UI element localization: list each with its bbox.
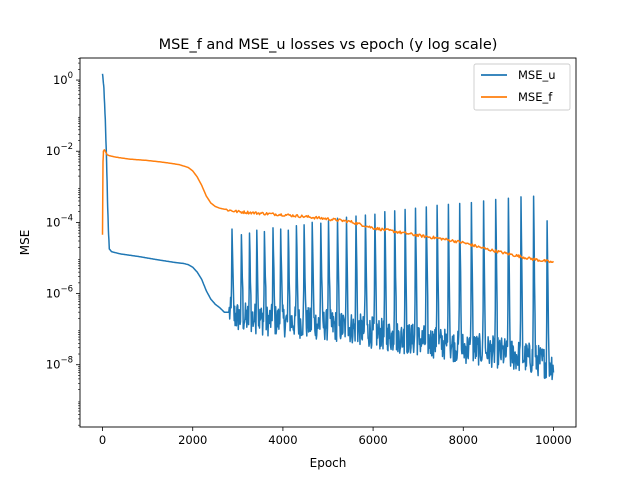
tick-layer: 0 2000 4000 6000 8000 10000 100 10−2 10−4 10−6 10−… bbox=[46, 58, 572, 447]
x-tick-label: 6000 bbox=[358, 433, 387, 447]
y-tick-label: 10−2 bbox=[46, 142, 73, 158]
y-axis-label: MSE bbox=[18, 230, 32, 256]
legend-label-mse-u: MSE_u bbox=[518, 68, 556, 82]
y-tick-label: 10−4 bbox=[46, 213, 73, 229]
x-tick-label: 10000 bbox=[535, 433, 572, 447]
y-tick-label: 10−6 bbox=[46, 285, 73, 301]
x-tick-label: 2000 bbox=[178, 433, 207, 447]
x-tick-label: 0 bbox=[99, 433, 106, 447]
series-layer bbox=[101, 73, 555, 381]
chart-title: MSE_f and MSE_u losses vs epoch (y log s… bbox=[159, 37, 498, 53]
x-tick-label: 8000 bbox=[449, 433, 478, 447]
series-line-mse-u bbox=[101, 73, 555, 381]
y-tick-label: 100 bbox=[53, 71, 73, 87]
series-line-mse-f bbox=[101, 149, 555, 264]
legend: MSE_u MSE_f bbox=[473, 63, 571, 111]
x-tick-label: 4000 bbox=[268, 433, 297, 447]
plot-area-frame bbox=[79, 57, 577, 428]
x-axis-label: Epoch bbox=[310, 456, 347, 470]
y-tick-label: 10−8 bbox=[46, 356, 73, 372]
legend-label-mse-f: MSE_f bbox=[518, 90, 553, 104]
